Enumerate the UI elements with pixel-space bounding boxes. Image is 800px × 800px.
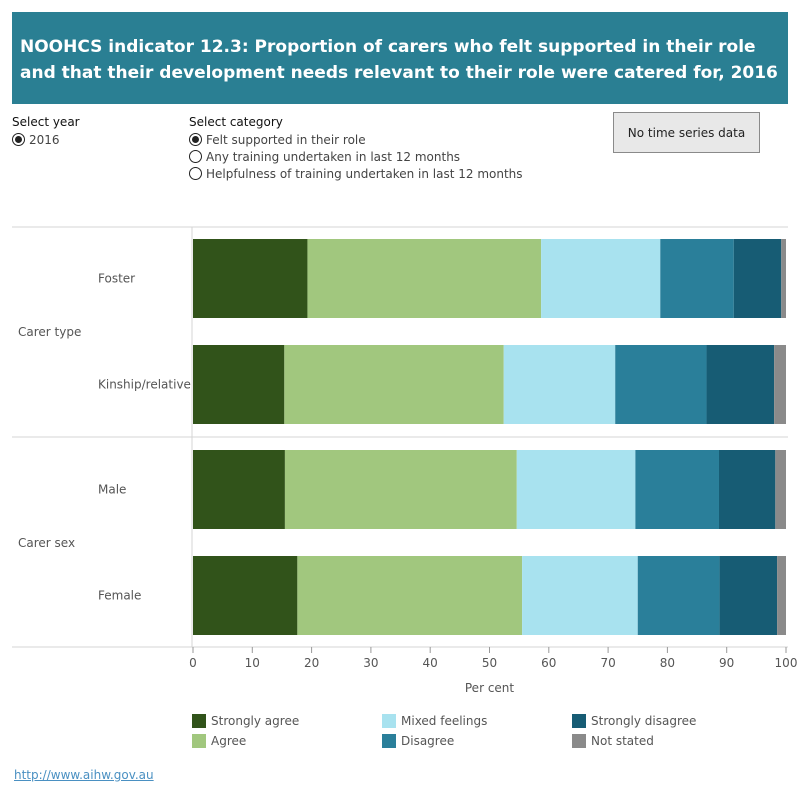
legend-label: Strongly agree (211, 714, 300, 728)
legend-item: Strongly disagree (572, 714, 696, 728)
radio-selected-icon[interactable] (12, 133, 25, 146)
bar-male-mixed-feelings (516, 450, 636, 529)
category-option-helpfulness-training[interactable]: Helpfulness of training undertaken in la… (189, 165, 523, 182)
bar-female-not-stated (777, 556, 786, 635)
category-option-label: Helpfulness of training undertaken in la… (206, 166, 523, 181)
x-tick-label: 10 (245, 656, 260, 670)
year-select-label: Select year (12, 115, 80, 129)
category-option-label: Any training undertaken in last 12 month… (206, 149, 461, 164)
legend-item: Not stated (572, 734, 654, 748)
bar-female-strongly-agree (193, 556, 298, 635)
legend-item: Strongly agree (192, 714, 299, 728)
x-tick-label: 50 (482, 656, 497, 670)
bar-foster-not-stated (781, 239, 786, 318)
bar-foster-agree (307, 239, 542, 318)
bar-female-agree (297, 556, 523, 635)
bar-foster-strongly-agree (193, 239, 308, 318)
legend-label: Not stated (591, 734, 654, 748)
legend: Strongly agree Mixed feelings Strongly dis… (192, 714, 792, 754)
category-label: Female (98, 589, 141, 603)
bar-kinship-relative-mixed-feelings (503, 345, 616, 424)
radio-selected-icon[interactable] (189, 133, 202, 146)
bar-foster-disagree (660, 239, 734, 318)
legend-swatch (192, 734, 206, 748)
category-label: Male (98, 483, 126, 497)
radio-unselected-icon[interactable] (189, 150, 202, 163)
legend-swatch (192, 714, 206, 728)
legend-swatch (382, 734, 396, 748)
radio-unselected-icon[interactable] (189, 167, 202, 180)
category-option-any-training[interactable]: Any training undertaken in last 12 month… (189, 148, 460, 165)
x-tick-label: 40 (423, 656, 438, 670)
legend-swatch (572, 734, 586, 748)
aihw-link[interactable]: http://www.aihw.gov.au (14, 768, 154, 782)
bar-female-disagree (637, 556, 720, 635)
category-select-label: Select category (189, 115, 283, 129)
bar-foster-strongly-disagree (733, 239, 782, 318)
legend-label: Agree (211, 734, 247, 748)
bar-male-strongly-disagree (718, 450, 776, 529)
x-tick-label: 80 (660, 656, 675, 670)
group-label: Carer sex (18, 536, 75, 550)
no-time-series-button[interactable]: No time series data (613, 112, 760, 153)
legend-item: Disagree (382, 734, 454, 748)
x-tick-label: 20 (304, 656, 319, 670)
bar-kinship-relative-strongly-agree (193, 345, 285, 424)
category-option-label: Felt supported in their role (206, 132, 366, 147)
x-tick-label: 0 (189, 656, 197, 670)
x-tick-label: 30 (363, 656, 378, 670)
bar-kinship-relative-strongly-disagree (706, 345, 775, 424)
stacked-bar-chart: Foster Kinship/relative Male Female Carer ty… (12, 226, 798, 695)
title-bar: NOOHCS indicator 12.3: Proportion of car… (12, 12, 788, 104)
bar-male-strongly-agree (193, 450, 285, 529)
group-label: Carer type (18, 325, 81, 339)
category-label: Foster (98, 272, 135, 286)
bar-foster-mixed-feelings (541, 239, 661, 318)
bar-female-strongly-disagree (719, 556, 778, 635)
x-tick-label: 100 (775, 656, 798, 670)
x-tick-label: 90 (719, 656, 734, 670)
legend-label: Disagree (401, 734, 455, 748)
category-label: Kinship/relative (98, 378, 191, 392)
year-option-2016[interactable]: 2016 (12, 131, 60, 148)
legend-swatch (382, 714, 396, 728)
bar-kinship-relative-not-stated (774, 345, 786, 424)
legend-label: Mixed feelings (401, 714, 488, 728)
bar-male-not-stated (775, 450, 786, 529)
legend-swatch (572, 714, 586, 728)
x-tick-label: 60 (541, 656, 556, 670)
year-option-label: 2016 (29, 132, 60, 147)
bar-kinship-relative-disagree (615, 345, 707, 424)
category-option-felt-supported[interactable]: Felt supported in their role (189, 131, 366, 148)
x-axis-label: Per cent (465, 681, 515, 695)
legend-label: Strongly disagree (591, 714, 697, 728)
bar-kinship-relative-agree (284, 345, 504, 424)
legend-item: Agree (192, 734, 246, 748)
x-tick-label: 70 (600, 656, 615, 670)
bar-male-agree (284, 450, 517, 529)
bar-female-mixed-feelings (522, 556, 638, 635)
legend-item: Mixed feelings (382, 714, 487, 728)
chart-title: NOOHCS indicator 12.3: Proportion of car… (20, 37, 778, 83)
bar-male-disagree (635, 450, 719, 529)
